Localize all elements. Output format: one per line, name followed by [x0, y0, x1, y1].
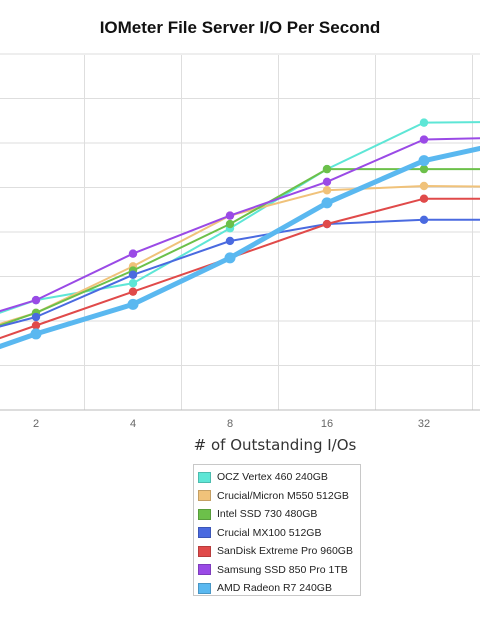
legend-swatch [198, 490, 211, 502]
data-point [419, 164, 429, 174]
legend-label: Intel SSD 730 480GB [217, 508, 318, 521]
x-tick-labels: 2 4 8 16 32 [33, 418, 430, 430]
x-tick-label: 2 [33, 418, 39, 430]
data-point [322, 186, 332, 195]
legend-label: SanDisk Extreme Pro 960GB [217, 545, 353, 558]
data-point [419, 181, 429, 191]
legend-swatch [198, 564, 211, 576]
data-point [225, 236, 235, 246]
data-point [225, 219, 235, 229]
chart-title: IOMeter File Server I/O Per Second [99, 18, 381, 37]
x-axis-label: # of Outstanding I/Os [193, 436, 357, 454]
series-5 [0, 135, 480, 313]
legend-item: AMD Radeon R7 240GB [198, 579, 360, 598]
legend-label: Samsung SSD 850 Pro 1TB [217, 563, 348, 576]
series-2 [0, 164, 480, 327]
data-point [128, 279, 138, 288]
legend-swatch [198, 527, 211, 539]
data-point [127, 298, 139, 310]
x-tick-label: 16 [321, 418, 333, 430]
data-point [128, 287, 138, 296]
data-point [322, 177, 332, 186]
legend-item: OCZ Vertex 460 240GB [198, 468, 360, 487]
data-point [31, 321, 41, 330]
x-tick-label: 32 [418, 418, 430, 430]
grid [0, 53, 480, 411]
series-1 [0, 181, 480, 325]
legend-item: Crucial/Micron M550 512GB [198, 487, 360, 506]
series-6 [0, 145, 480, 350]
data-point [419, 118, 429, 127]
data-point [418, 155, 430, 167]
legend-item: Samsung SSD 850 Pro 1TB [198, 561, 360, 580]
legend: OCZ Vertex 460 240GB Crucial/Micron M550 … [193, 464, 361, 596]
series-line [0, 168, 480, 327]
legend-swatch [198, 471, 211, 483]
legend-item: Crucial MX100 512GB [198, 524, 360, 543]
legend-swatch [198, 545, 211, 557]
data-point [419, 135, 429, 144]
data-point [225, 211, 235, 220]
data-point [30, 328, 42, 340]
data-point [419, 194, 429, 203]
data-point [321, 197, 333, 209]
data-point [31, 295, 41, 305]
x-tick-label: 8 [227, 418, 233, 430]
data-point [322, 219, 332, 229]
data-point [419, 215, 429, 225]
data-point [224, 252, 236, 264]
data-point [31, 312, 41, 322]
legend-label: AMD Radeon R7 240GB [217, 582, 332, 595]
data-point [128, 249, 138, 258]
legend-label: Crucial/Micron M550 512GB [217, 489, 349, 502]
legend-item: SanDisk Extreme Pro 960GB [198, 542, 360, 561]
series-line [0, 185, 480, 325]
legend-swatch [198, 508, 211, 520]
series-line [0, 145, 480, 350]
x-tick-label: 4 [130, 418, 136, 430]
data-point [128, 270, 138, 279]
legend-item: Intel SSD 730 480GB [198, 505, 360, 524]
legend-label: OCZ Vertex 460 240GB [217, 471, 328, 484]
data-point [322, 164, 332, 174]
series-layer [0, 118, 480, 350]
legend-swatch [198, 582, 211, 594]
legend-label: Crucial MX100 512GB [217, 526, 322, 539]
